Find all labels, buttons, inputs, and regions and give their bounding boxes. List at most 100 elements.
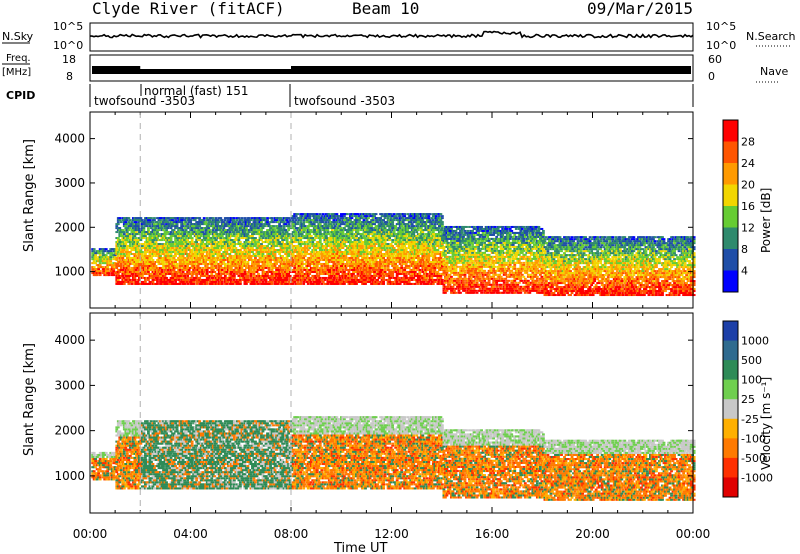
power-cell xyxy=(232,243,236,246)
power-cell xyxy=(154,227,158,230)
power-cell xyxy=(329,215,333,218)
power-cell xyxy=(130,241,134,244)
power-cell xyxy=(303,274,307,277)
power-cell xyxy=(314,249,318,252)
power-cell xyxy=(144,235,147,238)
power-cell xyxy=(248,229,251,232)
power-cell xyxy=(189,272,193,275)
power-cell xyxy=(246,257,250,259)
power-cell xyxy=(288,243,292,246)
power-cell xyxy=(264,223,268,226)
power-cell xyxy=(258,233,262,236)
power-cell xyxy=(338,253,342,256)
power-cell xyxy=(346,219,349,222)
power-cell xyxy=(223,278,227,281)
power-cell xyxy=(343,282,346,285)
power-cell xyxy=(228,259,232,261)
power-cell xyxy=(254,249,257,252)
power-cell xyxy=(133,264,137,267)
power-cell xyxy=(214,219,218,222)
power-cell xyxy=(171,229,174,232)
power-cell xyxy=(148,257,152,259)
power-cell xyxy=(166,282,170,285)
power-cell xyxy=(160,221,164,224)
power-cell xyxy=(294,227,298,230)
power-cell xyxy=(314,217,318,220)
power-cell xyxy=(139,235,143,238)
power-cell xyxy=(189,235,193,238)
power-cell xyxy=(178,219,182,222)
power-cell xyxy=(160,217,164,220)
power-cell xyxy=(181,274,185,277)
power-cell xyxy=(318,231,322,234)
power-cell xyxy=(248,249,251,252)
power-cell xyxy=(278,223,281,226)
power-cell xyxy=(285,266,289,269)
power-cell xyxy=(186,243,190,246)
power-cell xyxy=(299,215,303,218)
power-cell xyxy=(278,270,281,273)
power-cell xyxy=(341,233,345,236)
power-cell xyxy=(103,270,107,273)
power-cell xyxy=(187,268,191,271)
power-cell xyxy=(260,231,263,234)
power-cell xyxy=(184,249,188,252)
power-cell xyxy=(370,225,373,228)
power-cell xyxy=(205,247,209,250)
power-cell xyxy=(139,233,143,236)
power-cell xyxy=(311,260,315,263)
power-cell xyxy=(107,252,111,255)
power-cell xyxy=(116,217,120,220)
power-cell xyxy=(216,219,220,222)
power-cell xyxy=(211,262,215,265)
power-cell xyxy=(329,243,333,246)
power-cell xyxy=(160,249,164,252)
power-cell xyxy=(187,270,191,273)
power-cell xyxy=(153,237,156,240)
power-cell xyxy=(195,231,199,234)
power-cell xyxy=(190,278,194,281)
power-cell xyxy=(202,219,206,222)
power-cell xyxy=(273,233,277,236)
power-cell xyxy=(195,259,199,261)
power-cell xyxy=(324,219,328,222)
power-cell xyxy=(374,259,378,261)
power-cell xyxy=(159,243,162,246)
power-cell xyxy=(181,225,185,228)
power-cell xyxy=(296,213,300,216)
power-cell xyxy=(222,225,226,228)
power-cell xyxy=(294,272,298,275)
power-cell xyxy=(237,262,241,265)
power-cell xyxy=(169,253,173,256)
power-cell xyxy=(245,276,248,279)
power-cell xyxy=(184,272,188,275)
power-cell xyxy=(177,282,180,285)
power-cell xyxy=(326,262,330,265)
power-cell xyxy=(231,229,235,232)
power-cell xyxy=(333,276,337,279)
power-cell xyxy=(257,259,260,261)
power-cell xyxy=(174,231,177,234)
power-cell xyxy=(332,253,336,256)
power-cell xyxy=(338,262,342,265)
power-cell xyxy=(162,253,165,256)
power-cell xyxy=(261,280,265,283)
power-cell xyxy=(330,278,334,281)
power-cell xyxy=(335,239,339,242)
power-cell xyxy=(205,259,209,261)
power-cell xyxy=(193,229,197,232)
power-cell xyxy=(211,260,215,263)
power-cell xyxy=(336,237,340,240)
power-cell xyxy=(314,260,318,263)
power-cell xyxy=(252,219,256,222)
power-cell xyxy=(242,227,245,230)
power-cell xyxy=(305,270,309,273)
power-cell xyxy=(178,260,182,263)
power-cell xyxy=(267,259,271,261)
power-cell xyxy=(202,235,206,238)
power-cell xyxy=(156,233,159,236)
power-cell xyxy=(249,249,253,252)
power-cell xyxy=(273,280,277,283)
power-cell xyxy=(270,231,274,234)
power-cell xyxy=(186,231,190,234)
